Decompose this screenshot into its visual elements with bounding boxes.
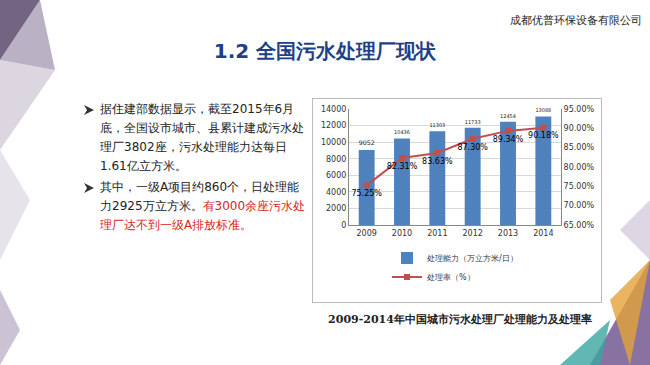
html-text:据住建部数据显示，截至2015年6月底，全国设市城市、县累计: 据住建部数据显示，截至2015年6月底，全国设市城市、县累计建成污水处理厂380… [100, 102, 304, 173]
svg-text:83.63%: 83.63% [422, 157, 453, 166]
svg-text:80.00%: 80.00% [564, 163, 595, 172]
svg-text:12000: 12000 [321, 121, 346, 130]
svg-text:10000: 10000 [321, 138, 346, 147]
svg-text:75.25%: 75.25% [351, 189, 382, 198]
svg-text:11733: 11733 [465, 119, 481, 125]
svg-text:75.00%: 75.00% [564, 182, 595, 191]
html-text:成都优普环保设备有限公司: 成都优普环保设备有限公司 [510, 14, 642, 27]
svg-text:9052: 9052 [359, 139, 375, 146]
svg-text:82.31%: 82.31% [387, 162, 418, 171]
svg-text:90.18%: 90.18% [528, 131, 559, 140]
svg-text:12454: 12454 [500, 113, 516, 119]
svg-text:85.00%: 85.00% [564, 143, 595, 152]
svg-text:90.00%: 90.00% [564, 124, 595, 133]
svg-text:14000: 14000 [321, 105, 346, 114]
svg-text:87.30%: 87.30% [457, 143, 488, 152]
html-text:1.2 全国污水处理厂现状: 1.2 全国污水处理厂现状 [213, 39, 437, 63]
svg-text:95.00%: 95.00% [564, 105, 595, 114]
svg-text:89.34%: 89.34% [493, 135, 524, 144]
html-text:其中，一级A项目约860个，日处理能力2925万立方米。有3: 其中，一级A项目约860个，日处理能力2925万立方米。有3000余座污水处理厂… [100, 180, 306, 232]
svg-text:70.00%: 70.00% [564, 201, 595, 210]
svg-text:2014: 2014 [533, 229, 553, 238]
svg-text:处理率（%）: 处理率（%） [427, 273, 475, 282]
svg-text:0: 0 [341, 221, 346, 230]
svg-text:11303: 11303 [429, 122, 445, 128]
svg-text:6000: 6000 [326, 171, 346, 180]
svg-text:2009: 2009 [356, 229, 376, 238]
svg-text:2010: 2010 [392, 229, 412, 238]
svg-text:8000: 8000 [326, 155, 346, 164]
svg-text:2013: 2013 [498, 229, 518, 238]
svg-text:2011: 2011 [427, 229, 447, 238]
svg-text:2000: 2000 [326, 204, 346, 213]
svg-text:4000: 4000 [326, 188, 346, 197]
svg-text:10436: 10436 [394, 129, 410, 135]
svg-text:2012: 2012 [462, 229, 482, 238]
svg-text:处理能力（万立方米/日）: 处理能力（万立方米/日） [427, 254, 518, 263]
html-text:2009-2014年中国城市污水处理厂处理能力及处理率: 2009-2014年中国城市污水处理厂处理能力及处理率 [328, 313, 592, 326]
svg-text:65.00%: 65.00% [564, 221, 595, 230]
svg-text:13088: 13088 [535, 107, 551, 113]
